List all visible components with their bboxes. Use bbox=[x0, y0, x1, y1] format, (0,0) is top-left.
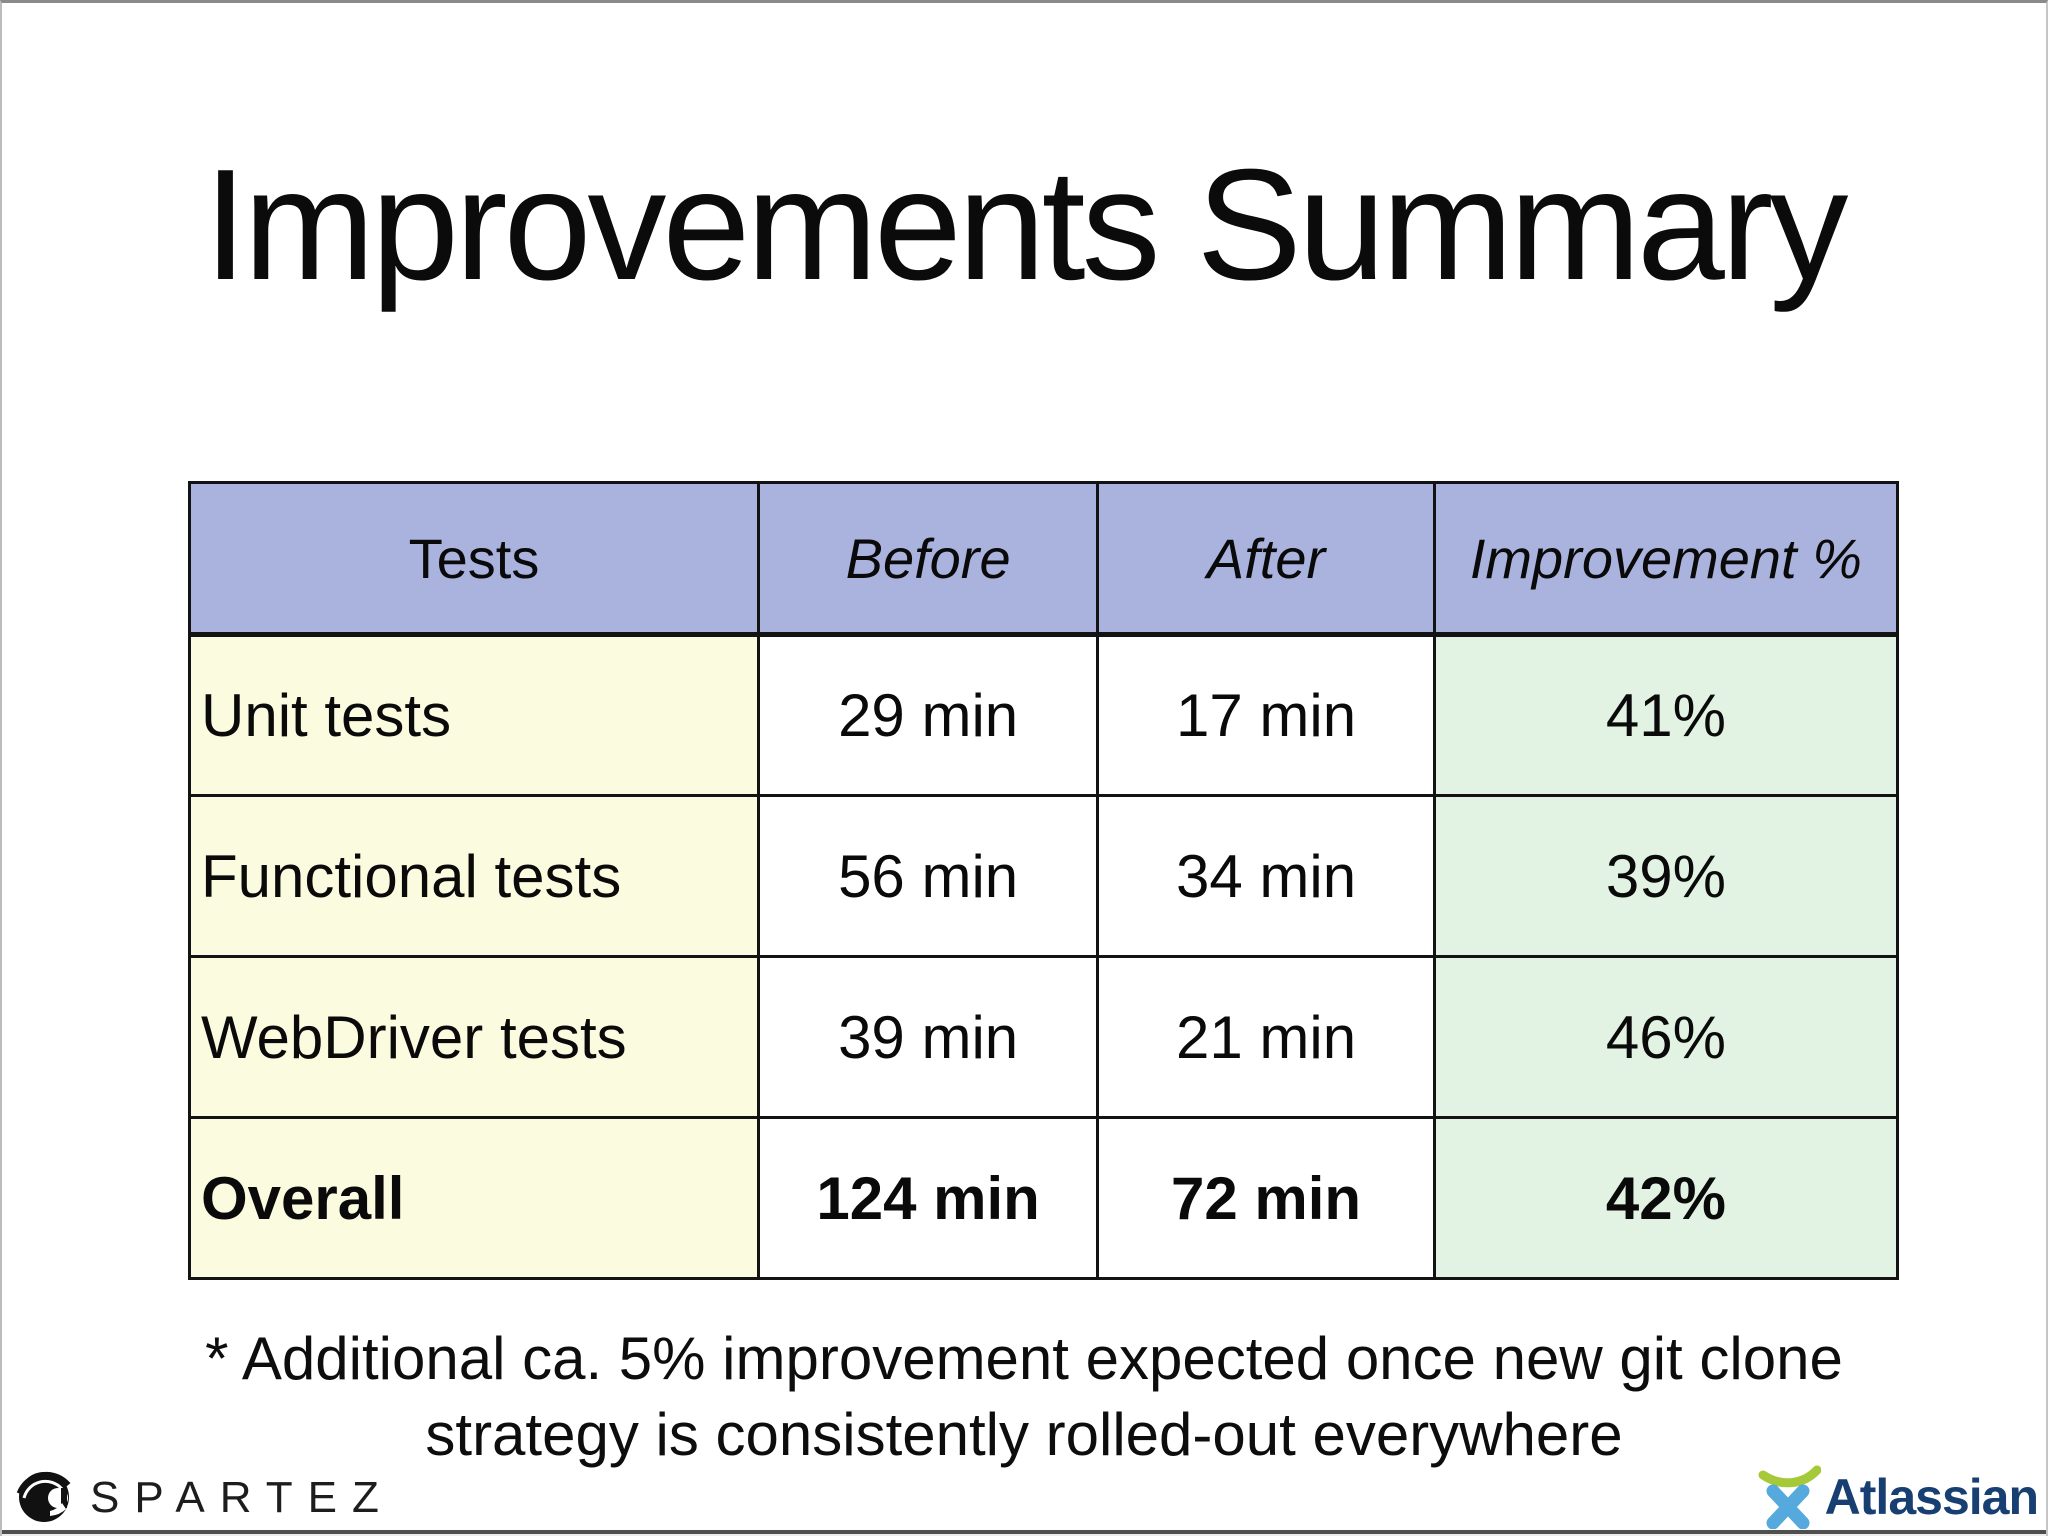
cell-improvement-value: 42% bbox=[1432, 1116, 1900, 1280]
column-header-before: Before bbox=[756, 481, 1100, 637]
cell-after-value: 21 min bbox=[1096, 955, 1436, 1119]
table-row: Functional tests 56 min 34 min 39% bbox=[188, 794, 1900, 958]
bottom-edge-line bbox=[2, 1530, 2046, 1534]
cell-test-name: Unit tests bbox=[188, 633, 760, 797]
cell-improvement-value: 46% bbox=[1432, 955, 1900, 1119]
cell-improvement-value: 41% bbox=[1432, 633, 1900, 797]
spartez-logo-text: SPARTEZ bbox=[90, 1473, 394, 1522]
table-row: Unit tests 29 min 17 min 41% bbox=[188, 633, 1900, 797]
atlassian-logo-text: Atlassian bbox=[1824, 1469, 2039, 1525]
improvements-table: Tests Before After Improvement % Unit te… bbox=[188, 481, 1900, 1280]
cell-test-name: Overall bbox=[188, 1116, 760, 1280]
cell-before-value: 29 min bbox=[756, 633, 1100, 797]
column-header-after: After bbox=[1096, 481, 1436, 637]
cell-test-name: Functional tests bbox=[188, 794, 760, 958]
table-header-row: Tests Before After Improvement % bbox=[188, 481, 1900, 637]
table-row-overall: Overall 124 min 72 min 42% bbox=[188, 1116, 1900, 1280]
atlassian-logo: Atlassian bbox=[1755, 1465, 2039, 1534]
footnote-line-1: * Additional ca. 5% improvement expected… bbox=[205, 1325, 1843, 1392]
column-header-tests: Tests bbox=[188, 481, 760, 637]
cell-before-value: 39 min bbox=[756, 955, 1100, 1119]
column-header-improvement: Improvement % bbox=[1432, 481, 1900, 637]
footnote: * Additional ca. 5% improvement expected… bbox=[2, 1321, 2046, 1473]
spartez-logo: SPARTEZ bbox=[16, 1469, 394, 1527]
bottom-edge-strip bbox=[2, 1534, 2046, 1536]
cell-improvement-value: 39% bbox=[1432, 794, 1900, 958]
cell-after-value: 72 min bbox=[1096, 1116, 1436, 1280]
cell-before-value: 124 min bbox=[756, 1116, 1100, 1280]
atlassian-charlie-icon bbox=[1755, 1465, 1822, 1534]
table-row: WebDriver tests 39 min 21 min 46% bbox=[188, 955, 1900, 1119]
page-title: Improvements Summary bbox=[203, 137, 1849, 313]
cell-after-value: 17 min bbox=[1096, 633, 1436, 797]
spartez-helmet-icon bbox=[16, 1467, 74, 1530]
cell-test-name: WebDriver tests bbox=[188, 955, 760, 1119]
footnote-line-2: strategy is consistently rolled-out ever… bbox=[425, 1401, 1623, 1468]
cell-after-value: 34 min bbox=[1096, 794, 1436, 958]
cell-before-value: 56 min bbox=[756, 794, 1100, 958]
